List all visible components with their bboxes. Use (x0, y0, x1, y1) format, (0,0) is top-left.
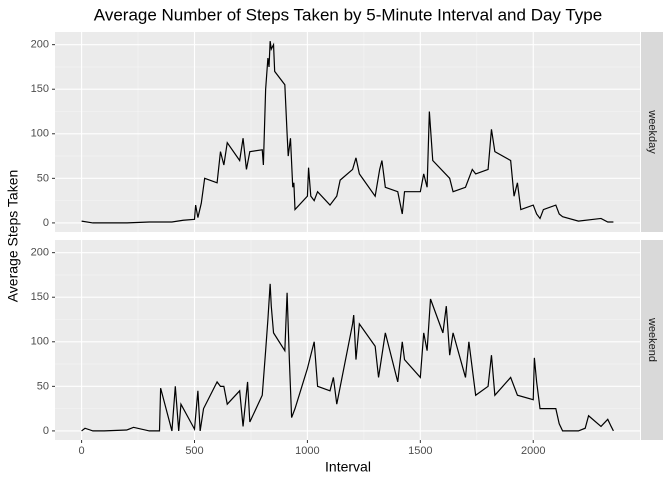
facet-label: weekend (646, 317, 658, 362)
y-tick-label: 100 (31, 336, 49, 348)
chart-title: Average Number of Steps Taken by 5-Minut… (94, 5, 602, 24)
x-tick-label: 500 (185, 445, 203, 457)
y-tick-label: 150 (31, 83, 49, 95)
x-axis-title: Interval (325, 459, 371, 475)
x-tick-label: 1000 (295, 445, 319, 457)
y-axis-title: Average Steps Taken (5, 170, 21, 303)
facet-strip (641, 32, 663, 232)
y-tick-label: 200 (31, 39, 49, 51)
facet-label: weekday (646, 109, 658, 154)
facet-strip (641, 240, 663, 440)
panel-background (55, 240, 640, 440)
y-tick-label: 100 (31, 128, 49, 140)
line (81, 283, 614, 432)
x-tick-label: 1500 (408, 445, 432, 457)
y-tick-label: 200 (31, 247, 49, 259)
y-tick-label: 0 (43, 425, 49, 437)
panel-background (55, 32, 640, 232)
y-tick-label: 0 (43, 217, 49, 229)
x-tick-label: 0 (79, 445, 85, 457)
y-tick-label: 50 (37, 380, 49, 392)
x-tick-label: 2000 (521, 445, 545, 457)
y-tick-label: 50 (37, 172, 49, 184)
line (81, 41, 614, 224)
y-tick-label: 150 (31, 291, 49, 303)
